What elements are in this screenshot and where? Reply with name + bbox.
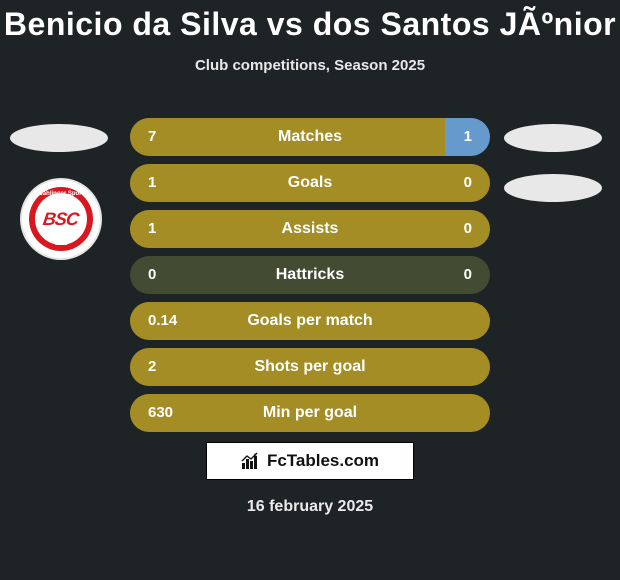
stat-bar-track	[130, 164, 490, 202]
stat-row: Goals per match0.14	[0, 302, 620, 348]
stat-bar-left-fill	[130, 164, 490, 202]
stat-bar-left-fill	[130, 394, 490, 432]
page-title: Benicio da Silva vs dos Santos JÃºnior	[0, 0, 620, 43]
stat-bar-track	[130, 256, 490, 294]
infographic-container: Benicio da Silva vs dos Santos JÃºnior C…	[0, 0, 620, 580]
subtitle: Club competitions, Season 2025	[0, 57, 620, 74]
stat-row: Hattricks00	[0, 256, 620, 302]
brand-text: FcTables.com	[267, 451, 379, 471]
stat-bar-track	[130, 394, 490, 432]
stat-bar-track	[130, 348, 490, 386]
stat-row: Min per goal630	[0, 394, 620, 440]
stat-row: Matches71	[0, 118, 620, 164]
stat-bar-left-fill	[130, 348, 490, 386]
stat-row: Goals10	[0, 164, 620, 210]
stat-row: Assists10	[0, 210, 620, 256]
stat-bar-track	[130, 118, 490, 156]
stat-bar-track	[130, 302, 490, 340]
brand-box[interactable]: FcTables.com	[206, 442, 414, 480]
stat-bar-track	[130, 210, 490, 248]
stat-bar-right-fill	[445, 118, 490, 156]
stat-bar-left-fill	[130, 118, 445, 156]
brand-chart-icon	[241, 452, 261, 470]
date-text: 16 february 2025	[0, 498, 620, 516]
stat-bar-left-fill	[130, 210, 490, 248]
stat-bar-left-fill	[130, 302, 490, 340]
stat-row: Shots per goal2	[0, 348, 620, 394]
